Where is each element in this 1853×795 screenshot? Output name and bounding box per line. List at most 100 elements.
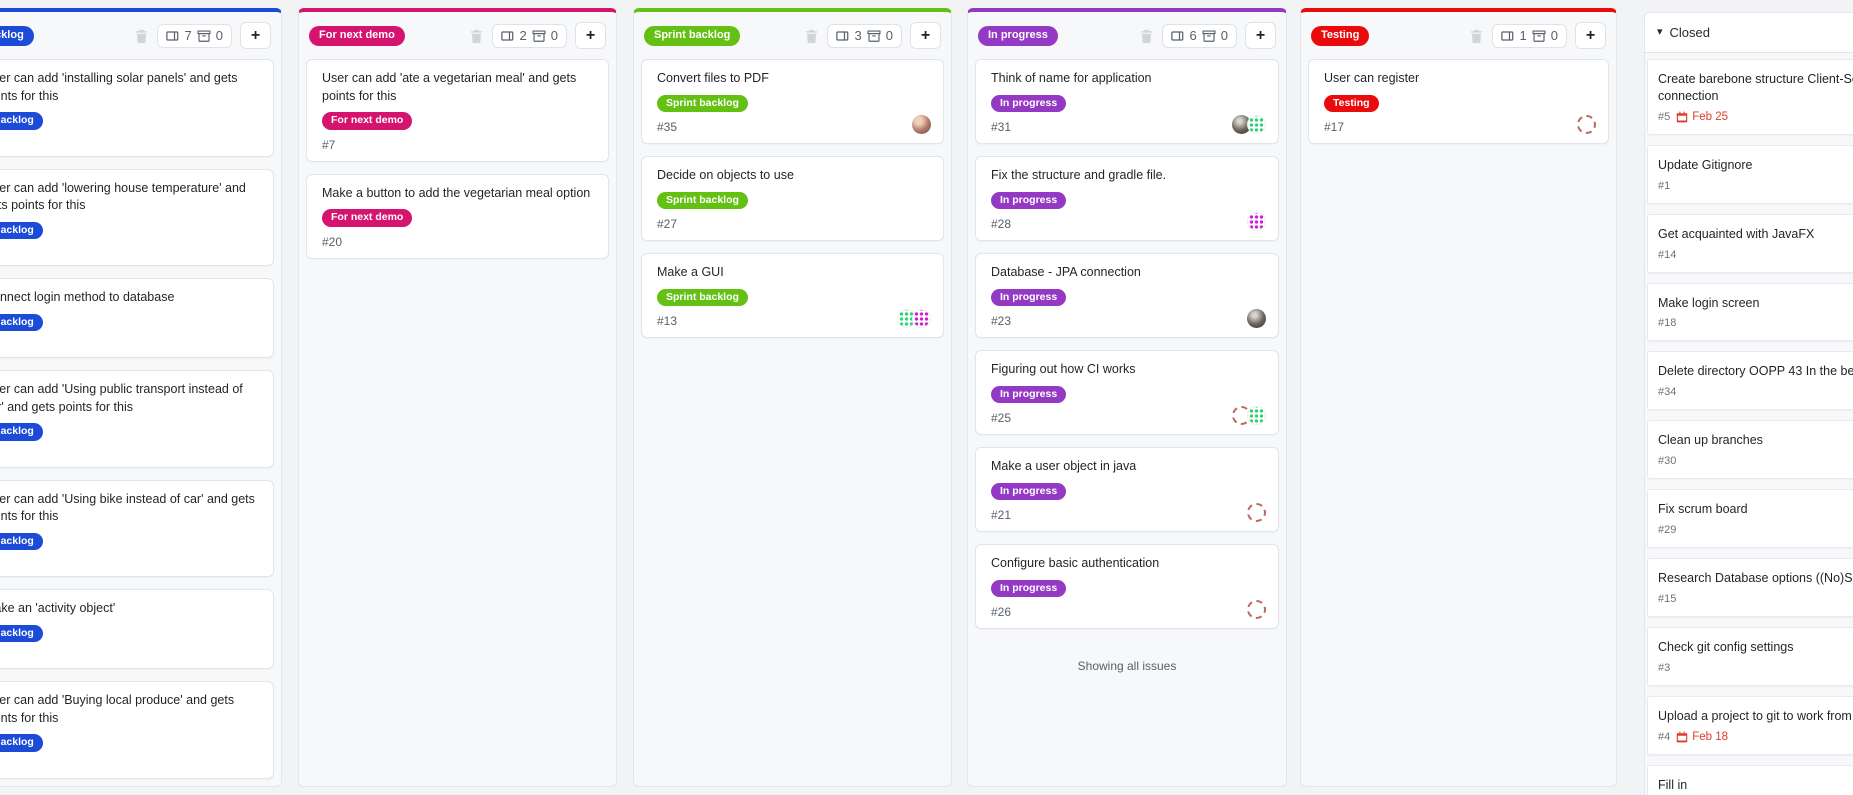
trash-icon[interactable]: [469, 28, 484, 44]
card-label: Backlog: [0, 313, 43, 331]
archived-count: 0: [1550, 28, 1558, 43]
issue-card[interactable]: Figuring out how CI works In progress #25: [975, 350, 1279, 435]
closed-issue-card[interactable]: Check git config settings #3: [1647, 626, 1853, 686]
card-title: Think of name for application: [991, 71, 1152, 85]
issue-card[interactable]: User can add 'lowering house temperature…: [0, 168, 274, 266]
assignee-avatars: [912, 115, 931, 134]
issue-card[interactable]: Connect login method to database Backlog: [0, 278, 274, 358]
issue-card[interactable]: Fix the structure and gradle file. In pro…: [975, 156, 1279, 241]
add-card-button[interactable]: +: [240, 22, 271, 49]
card-label: Sprint backlog: [657, 94, 748, 112]
card-count: 1: [1519, 28, 1527, 43]
card-title: Connect login method to database: [0, 290, 175, 304]
card-title: User can add 'Using public transport ins…: [0, 382, 243, 414]
card-title: Fill in: [1658, 777, 1688, 792]
card-title: Create barebone structure Client-Server …: [1658, 72, 1853, 103]
issue-card[interactable]: Think of name for application In progress…: [975, 59, 1279, 144]
add-card-button[interactable]: +: [575, 22, 606, 49]
issue-card[interactable]: Configure basic authentication In progres…: [975, 544, 1279, 629]
add-card-button[interactable]: +: [1575, 22, 1606, 49]
card-label: Backlog: [0, 423, 43, 441]
card-count-icon: [165, 29, 180, 43]
closed-column-toggle[interactable]: ▾ Closed: [1645, 13, 1853, 53]
issue-number: #23: [991, 314, 1012, 328]
card-title: Update Gitignore: [1658, 157, 1753, 172]
issue-card[interactable]: Database - JPA connection In progress #23: [975, 253, 1279, 338]
card-title: Make a button to add the vegetarian meal…: [322, 185, 591, 200]
column-cards: Convert files to PDF Sprint backlog #35 Dec…: [634, 58, 951, 348]
card-title: Figuring out how CI works: [991, 362, 1136, 376]
archived-count: 0: [885, 28, 893, 43]
issue-card[interactable]: User can add 'ate a vegetarian meal' and…: [306, 59, 609, 162]
card-count: 7: [184, 28, 192, 43]
card-title: Fix scrum board: [1658, 502, 1748, 517]
card-label: Testing: [1324, 94, 1379, 112]
trash-icon[interactable]: [1139, 28, 1154, 44]
issue-card[interactable]: User can register Testing #17: [1308, 59, 1609, 144]
card-title: Make a GUI: [657, 265, 724, 279]
card-meta: #1: [1658, 180, 1853, 192]
assignee-avatars: [1247, 600, 1266, 619]
archived-count-icon: [532, 29, 546, 43]
photo-warm-avatar: [912, 115, 931, 134]
issue-number: #29: [1658, 524, 1677, 536]
column-header: Testing 1 0 +: [1301, 12, 1616, 58]
issue-card[interactable]: User can add 'Using bike instead of car'…: [0, 479, 274, 577]
closed-issue-card[interactable]: Delete directory OOPP 43 In the beginnin…: [1647, 351, 1853, 411]
issue-card[interactable]: Convert files to PDF Sprint backlog #35: [641, 59, 944, 144]
issue-card[interactable]: User can add 'Using public transport ins…: [0, 370, 274, 468]
issue-number: #27: [657, 217, 678, 231]
issue-number: #18: [1658, 317, 1677, 330]
card-title: User can add 'Buying local produce' and …: [0, 693, 235, 725]
column-label: Sprint backlog: [644, 25, 741, 46]
card-meta: #14: [1658, 249, 1853, 261]
card-count: 6: [1189, 28, 1197, 43]
trash-icon[interactable]: [804, 28, 819, 44]
closed-issue-card[interactable]: Make login screen #18: [1647, 282, 1853, 342]
add-card-button[interactable]: +: [1245, 22, 1276, 49]
issue-card[interactable]: Make a GUI Sprint backlog #13: [641, 253, 944, 338]
closed-column: ▾ Closed Create barebone structure Client-…: [1644, 12, 1853, 795]
card-count-icon: [500, 29, 515, 43]
card-label: For next demo: [322, 209, 413, 227]
column-label: Backlog: [0, 25, 34, 46]
issue-number: #3: [1658, 661, 1671, 674]
column-testing: Testing 1 0 + User can register Testing #17: [1300, 8, 1617, 787]
closed-issue-card[interactable]: Clean up branches #30: [1647, 420, 1853, 480]
card-count-icon: [1170, 29, 1185, 43]
column-cards: User can add 'installing solar panels' a…: [0, 58, 281, 789]
card-label: Sprint backlog: [657, 288, 748, 306]
archived-count-icon: [867, 29, 881, 43]
identicon-green-avatar: [1247, 115, 1266, 134]
card-label: In progress: [991, 191, 1067, 209]
closed-issue-card[interactable]: Upload a project to git to work from #4 Fe…: [1647, 695, 1853, 755]
card-label: Backlog: [0, 221, 43, 239]
issue-number: #17: [1324, 120, 1345, 134]
closed-issue-card[interactable]: Research Database options ((No)SQL?) #15: [1647, 558, 1853, 617]
issue-card[interactable]: Make a button to add the vegetarian meal…: [306, 173, 609, 259]
trash-icon[interactable]: [1469, 28, 1484, 44]
closed-issue-card[interactable]: Fix scrum board #29: [1647, 489, 1853, 548]
closed-issue-card[interactable]: Create barebone structure Client-Server …: [1647, 59, 1853, 135]
issue-number: #31: [991, 120, 1012, 134]
issue-card[interactable]: Decide on objects to use Sprint backlog #2…: [641, 156, 944, 241]
closed-issue-card[interactable]: Fill in: [1647, 764, 1853, 795]
add-card-button[interactable]: +: [910, 22, 941, 49]
closed-cards: Create barebone structure Client-Server …: [1645, 53, 1853, 795]
issue-card[interactable]: User can add 'Buying local produce' and …: [0, 681, 274, 779]
issue-card[interactable]: Make a user object in java In progress #21: [975, 447, 1279, 532]
closed-issue-card[interactable]: Get acquainted with JavaFX #14: [1647, 213, 1853, 273]
issue-card[interactable]: User can add 'installing solar panels' a…: [0, 59, 274, 157]
card-title: Convert files to PDF: [657, 71, 769, 85]
column-footer-status: Showing all issues: [1077, 659, 1177, 673]
closed-issue-card[interactable]: Update Gitignore #1: [1647, 144, 1853, 204]
issue-number: #5: [1658, 110, 1671, 123]
card-title: Get acquainted with JavaFX: [1658, 226, 1815, 241]
card-title: Make a user object in java: [991, 459, 1137, 473]
trash-icon[interactable]: [134, 28, 149, 44]
card-label: Backlog: [0, 734, 43, 752]
issue-card[interactable]: Make an 'activity object' Backlog: [0, 589, 274, 669]
card-count-icon: [1500, 29, 1515, 43]
